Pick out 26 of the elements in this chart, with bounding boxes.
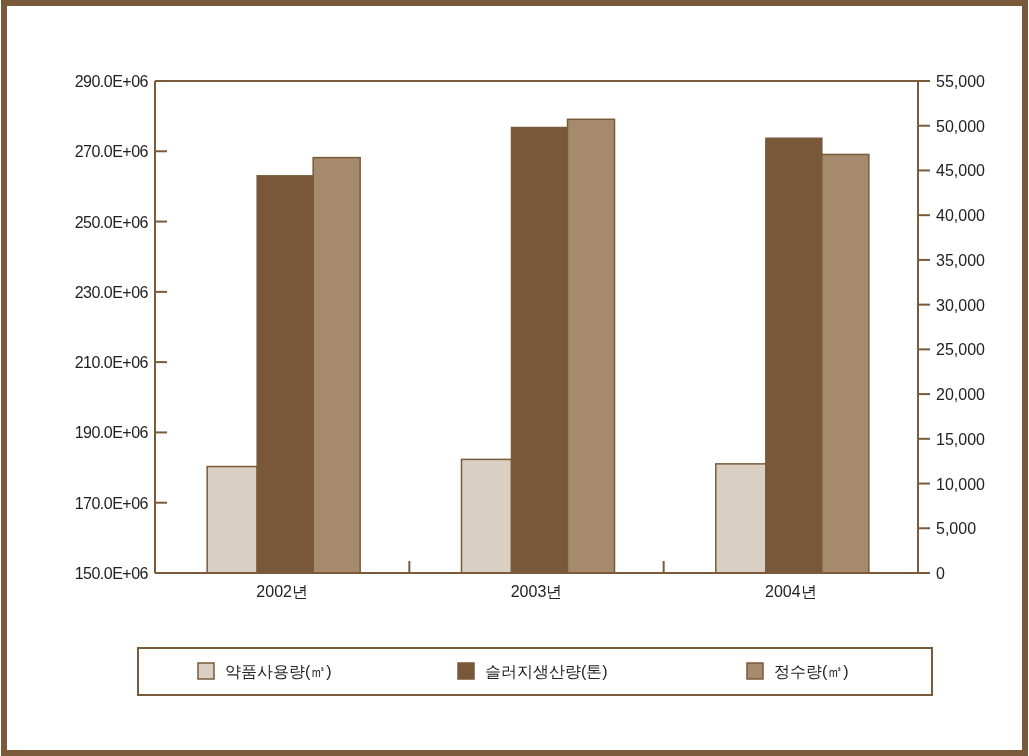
y2-tick-label: 35,000 xyxy=(936,251,986,269)
y2-tick-label: 20,000 xyxy=(936,386,986,404)
y2-tick-label: 45,000 xyxy=(936,162,986,180)
y-tick-label: 190.0E+06 xyxy=(74,424,149,442)
x-tick-label: 2002년 xyxy=(256,583,308,600)
y2-tick-label: 30,000 xyxy=(936,296,986,314)
y2-tick-label: 50,000 xyxy=(936,117,986,135)
legend-label: 정수량(㎥) xyxy=(774,663,849,680)
y-tick-label: 290.0E+06 xyxy=(74,73,149,90)
y2-tick-label: 0 xyxy=(936,565,945,582)
x-tick-label: 2003년 xyxy=(510,583,563,600)
y-tick-label: 150.0E+06 xyxy=(74,565,149,582)
legend-label: 슬러지생산량(톤) xyxy=(485,663,608,680)
y2-tick-label: 10,000 xyxy=(936,475,986,493)
y2-tick-label: 15,000 xyxy=(936,430,986,448)
y-tick-label: 170.0E+06 xyxy=(74,494,149,512)
y-tick-label: 230.0E+06 xyxy=(74,283,149,301)
y2-tick-label: 55,000 xyxy=(936,73,986,90)
y2-tick-label: 40,000 xyxy=(936,207,986,225)
y2-tick-label: 5,000 xyxy=(936,520,977,538)
y-tick-label: 250.0E+06 xyxy=(74,213,149,231)
x-tick-label: 2004년 xyxy=(765,583,817,600)
legend-label: 약품사용량(㎥) xyxy=(225,663,332,680)
y-tick-label: 270.0E+06 xyxy=(74,143,149,161)
y-tick-label: 210.0E+06 xyxy=(74,354,149,372)
y2-tick-label: 25,000 xyxy=(936,341,986,359)
